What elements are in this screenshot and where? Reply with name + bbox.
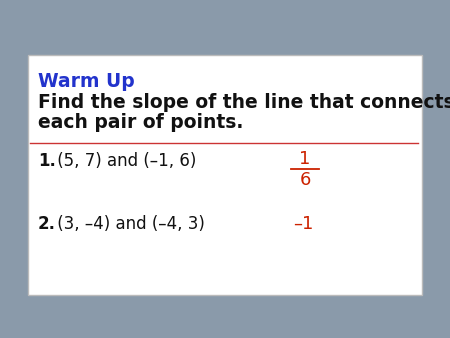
Text: 6: 6 (299, 171, 310, 189)
Text: Find the slope of the line that connects: Find the slope of the line that connects (38, 93, 450, 112)
Text: (3, –4) and (–4, 3): (3, –4) and (–4, 3) (52, 215, 205, 233)
FancyBboxPatch shape (28, 55, 422, 295)
Text: each pair of points.: each pair of points. (38, 113, 243, 132)
Text: –1: –1 (293, 215, 313, 233)
Text: 2.: 2. (38, 215, 56, 233)
Text: (5, 7) and (–1, 6): (5, 7) and (–1, 6) (52, 152, 196, 170)
Text: 1.: 1. (38, 152, 56, 170)
Text: Warm Up: Warm Up (38, 72, 135, 91)
Text: 1: 1 (299, 150, 310, 168)
